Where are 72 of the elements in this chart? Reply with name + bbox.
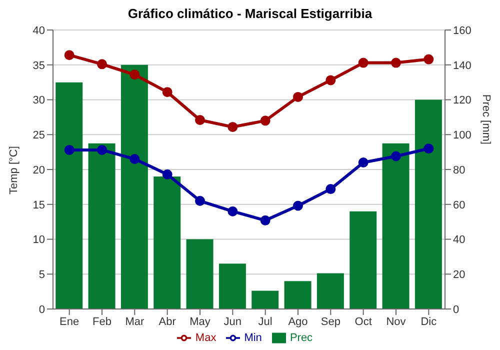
y-axis-title: Temp [°C]	[8, 146, 20, 194]
y-tick-label: 40	[32, 24, 45, 37]
x-tick-label: Ago	[288, 316, 308, 328]
y-tick-label: 20	[32, 164, 45, 176]
point	[228, 206, 238, 216]
y2-tick-label: 20	[453, 269, 466, 282]
point	[260, 215, 270, 226]
point	[358, 158, 368, 168]
point	[162, 169, 172, 180]
y2-tick-label: 160	[453, 24, 472, 37]
bar	[120, 64, 148, 309]
bar	[88, 143, 116, 309]
point	[130, 70, 140, 80]
point	[97, 59, 107, 70]
point	[260, 116, 270, 126]
y2-tick-label: 0	[453, 304, 460, 316]
point	[424, 144, 434, 154]
point	[326, 184, 336, 194]
legend-label: Max	[195, 332, 216, 344]
point	[391, 58, 401, 68]
x-tick-label: Mar	[125, 316, 144, 328]
point	[293, 92, 303, 102]
y-tick-label: 10	[32, 234, 45, 246]
x-tick-label: Nov	[386, 316, 406, 328]
bar	[350, 211, 377, 309]
x-tick-label: Ene	[60, 316, 80, 328]
x-tick-label: Feb	[92, 316, 112, 328]
x-tick-label: Dic	[420, 316, 438, 328]
point	[64, 50, 74, 60]
bar	[382, 143, 410, 309]
bar	[252, 290, 279, 309]
point	[195, 114, 205, 125]
bar	[154, 176, 181, 309]
x-tick-label: Sep	[320, 316, 340, 328]
x-tick-label: Abr	[158, 316, 176, 328]
bar	[316, 273, 344, 309]
y2-axis-title: Prec [mm]	[480, 94, 492, 144]
y2-tick-label: 60	[453, 199, 466, 212]
y-tick-label: 35	[32, 60, 45, 72]
chart-title: Gráfico climático - Mariscal Estigarribia	[126, 6, 374, 21]
y-tick-label: 5	[38, 269, 45, 282]
y-tick-label: 30	[32, 94, 45, 107]
point	[64, 144, 74, 155]
point	[97, 144, 107, 155]
y2-tick-label: 140	[453, 60, 472, 72]
legend-label: Prec	[290, 332, 313, 344]
point	[162, 87, 172, 98]
point	[293, 200, 303, 211]
y2-tick-label: 80	[453, 164, 466, 176]
point	[424, 54, 434, 64]
y2-tick-label: 120	[453, 94, 472, 107]
y2-tick-label: 100	[453, 130, 472, 142]
point	[326, 75, 336, 86]
point	[130, 154, 140, 164]
bar	[414, 100, 442, 309]
legend-label: Min	[244, 332, 262, 344]
x-tick-label: Jul	[258, 316, 272, 328]
x-tick-label: Jun	[224, 316, 242, 328]
bar	[284, 281, 312, 309]
y-tick-label: 25	[32, 130, 45, 142]
point	[195, 196, 205, 206]
point	[228, 122, 238, 132]
bar	[218, 264, 246, 309]
x-tick-label: Oct	[354, 316, 372, 328]
y2-tick-label: 40	[453, 234, 466, 246]
y-tick-label: 15	[32, 199, 45, 212]
bar	[56, 82, 83, 309]
bar	[186, 239, 214, 309]
point	[358, 58, 368, 68]
point	[391, 151, 401, 162]
y-tick-label: 0	[38, 304, 45, 316]
x-tick-label: May	[190, 316, 211, 328]
